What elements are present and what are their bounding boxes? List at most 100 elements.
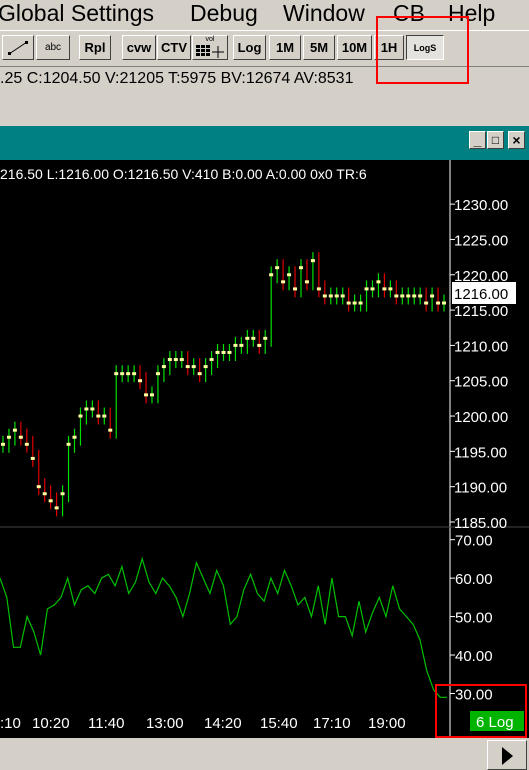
indicator-tick: 30.00 bbox=[450, 686, 493, 703]
price-bar bbox=[72, 428, 77, 453]
time-tick-label: 14:20 bbox=[204, 715, 242, 732]
indicator-tick-label: 30.00 bbox=[455, 686, 493, 703]
menu-cb[interactable]: CB bbox=[393, 0, 425, 26]
scale-badge bbox=[470, 711, 524, 731]
interval-1h-button[interactable]: 1H bbox=[374, 35, 404, 60]
price-bar bbox=[42, 478, 47, 503]
text-tool-button[interactable]: abc bbox=[36, 35, 70, 60]
price-tick-label: 1220.00 bbox=[454, 268, 508, 285]
menu-help[interactable]: Help bbox=[448, 0, 496, 26]
price-bar bbox=[269, 266, 274, 347]
indicator-tick-label: 70.00 bbox=[455, 533, 493, 550]
price-bar bbox=[173, 351, 178, 369]
price-axis-ticks: 1230.00 1225.00 1220.00 1215.00 1210.00 1205.… bbox=[450, 197, 508, 532]
price-bar bbox=[66, 435, 71, 503]
price-tick-label: 1225.00 bbox=[454, 232, 508, 249]
price-bar bbox=[418, 287, 423, 305]
indicator-tick: 70.00 bbox=[450, 533, 493, 550]
price-tick-label: 1195.00 bbox=[454, 444, 507, 461]
price-bar bbox=[257, 329, 262, 354]
price-bar bbox=[400, 287, 405, 305]
price-bar bbox=[96, 400, 101, 425]
price-bar bbox=[114, 365, 119, 439]
interval-5m-button[interactable]: 5M bbox=[303, 35, 335, 60]
replay-button[interactable]: Rpl bbox=[79, 35, 111, 60]
time-tick-label: 11:40 bbox=[88, 715, 124, 732]
interval-10m-button[interactable]: 10M bbox=[337, 35, 372, 60]
menu-debug[interactable]: Debug bbox=[190, 0, 258, 26]
chart-scrollbar bbox=[0, 738, 529, 770]
price-bar bbox=[388, 280, 393, 298]
indicator-series-line bbox=[0, 556, 447, 698]
price-bar bbox=[316, 252, 321, 298]
minimize-button[interactable]: _ bbox=[469, 131, 486, 149]
price-tick-label: 1215.00 bbox=[454, 303, 508, 320]
price-bar bbox=[215, 343, 220, 369]
cvw-button[interactable]: cvw bbox=[122, 35, 156, 60]
menu-window[interactable]: Window bbox=[283, 0, 365, 26]
price-bar bbox=[275, 259, 280, 284]
interval-1m-button[interactable]: 1M bbox=[269, 35, 301, 60]
indicator-tick: 60.00 bbox=[450, 571, 493, 588]
price-bar bbox=[203, 358, 208, 383]
price-bar bbox=[12, 421, 17, 446]
draw-line-button[interactable] bbox=[2, 35, 34, 60]
indicator-tick-label: 60.00 bbox=[455, 571, 493, 588]
price-bar bbox=[108, 407, 113, 439]
price-bar bbox=[6, 428, 11, 453]
scroll-right-button[interactable] bbox=[487, 740, 527, 770]
price-bar bbox=[144, 372, 149, 404]
time-tick-label: 10:20 bbox=[32, 715, 70, 732]
indicator-axis-ticks: 70.00 60.00 50.00 40.00 30.00 bbox=[450, 533, 493, 703]
time-tick-label: 19:00 bbox=[368, 715, 406, 732]
chart-window-titlebar[interactable]: _ □ × bbox=[0, 126, 529, 160]
price-tick: 1190.00 bbox=[450, 480, 507, 497]
ctv-button[interactable]: CTV bbox=[157, 35, 191, 60]
price-bar bbox=[161, 358, 166, 383]
log-button[interactable]: Log bbox=[233, 35, 266, 60]
price-bar bbox=[376, 273, 381, 298]
price-tick: 1220.00 bbox=[450, 268, 508, 285]
indicator-line bbox=[0, 556, 447, 698]
price-bar bbox=[293, 266, 298, 298]
price-tick-label: 1205.00 bbox=[454, 374, 508, 391]
menu-global-settings[interactable]: Global Settings bbox=[0, 0, 154, 26]
price-bar bbox=[358, 294, 363, 312]
toolbar: abc Rpl cvw CTV vol Log 1M 5M 10M 1H Log… bbox=[0, 30, 529, 67]
price-bar bbox=[406, 287, 411, 305]
price-bar bbox=[0, 435, 5, 453]
price-bar bbox=[442, 294, 447, 312]
log-scale-button[interactable]: LogS bbox=[406, 35, 444, 60]
chart-canvas: 1230.00 1225.00 1220.00 1215.00 1210.00 1205.… bbox=[0, 160, 529, 738]
price-tick: 1185.00 bbox=[450, 515, 507, 532]
time-tick-label: :10 bbox=[0, 715, 21, 732]
price-bar bbox=[90, 400, 95, 418]
volume-grid-button[interactable]: vol bbox=[192, 35, 228, 60]
workspace-background bbox=[0, 92, 529, 126]
price-bar bbox=[287, 266, 292, 291]
price-bar bbox=[322, 280, 327, 305]
indicator-tick-label: 40.00 bbox=[455, 648, 493, 665]
time-tick-label: 15:40 bbox=[260, 715, 298, 732]
price-bar bbox=[239, 336, 244, 354]
highlight-box-scale-badge bbox=[435, 684, 527, 738]
scale-badge-label: 6 Log bbox=[476, 714, 514, 731]
price-bar bbox=[221, 343, 226, 361]
price-tick: 1210.00 bbox=[450, 338, 508, 355]
price-bar bbox=[185, 351, 190, 376]
price-tick-label: 1200.00 bbox=[454, 409, 508, 426]
price-bar bbox=[60, 485, 65, 517]
indicator-tick-label: 50.00 bbox=[455, 610, 493, 627]
price-bar bbox=[263, 329, 268, 354]
chart-area[interactable]: 1230.00 1225.00 1220.00 1215.00 1210.00 1205.… bbox=[0, 160, 529, 738]
price-bar bbox=[310, 252, 315, 291]
price-tick: 1230.00 bbox=[450, 197, 508, 214]
price-bar bbox=[298, 259, 303, 298]
last-price-box bbox=[452, 282, 516, 304]
price-bar bbox=[24, 428, 29, 453]
price-bar bbox=[126, 365, 131, 383]
price-bar bbox=[191, 358, 196, 376]
maximize-button[interactable]: □ bbox=[487, 131, 504, 149]
close-button[interactable]: × bbox=[508, 131, 525, 149]
highlight-box-logscale bbox=[376, 16, 469, 84]
